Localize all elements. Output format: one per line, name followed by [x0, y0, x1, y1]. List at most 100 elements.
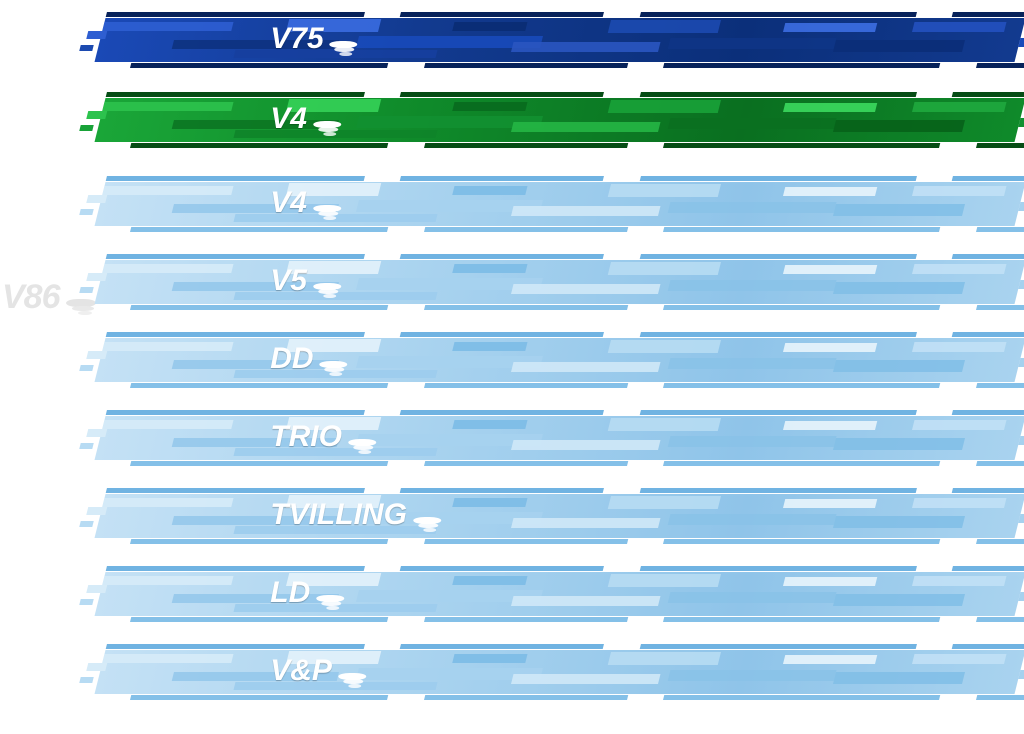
- bar-sliver: [102, 264, 233, 274]
- bet-bar-vp[interactable]: V&P: [93, 644, 1024, 700]
- bet-label-text: V4: [270, 102, 307, 136]
- bet-bar-v4-green[interactable]: V4: [93, 92, 1024, 148]
- bet-bar-v4[interactable]: V4: [93, 176, 1024, 232]
- side-watermark: V86: [2, 278, 104, 317]
- bar-sliver: [608, 574, 722, 587]
- bar-sliver: [668, 358, 836, 369]
- bet-bar-trio[interactable]: TRIO: [93, 410, 1024, 466]
- bar-edge: [400, 644, 604, 649]
- bar-sliver: [511, 42, 661, 52]
- bar-edge: [976, 617, 1024, 622]
- bar-sliver: [912, 22, 1007, 33]
- bet-bar-ld[interactable]: LD: [93, 566, 1024, 622]
- bar-edge: [130, 143, 389, 148]
- bar-outrigger: [79, 365, 94, 371]
- bar-edge: [639, 488, 916, 493]
- bar-outrigger: [79, 287, 94, 293]
- bar-edge: [130, 461, 389, 466]
- bet-label-text: LD: [270, 576, 310, 610]
- bar-outrigger: [79, 45, 94, 51]
- bar-edge: [400, 12, 604, 17]
- bar-edge: [106, 644, 365, 649]
- bar-sliver: [668, 436, 836, 447]
- bar-outrigger: [86, 31, 106, 39]
- bar-sliver: [833, 120, 965, 132]
- bar-sliver: [668, 514, 836, 525]
- bar-edge: [976, 383, 1024, 388]
- bet-bar-dd[interactable]: DD: [93, 332, 1024, 388]
- bar-sliver: [833, 516, 965, 528]
- bar-edge: [400, 410, 604, 415]
- bar-outrigger: [1018, 670, 1024, 679]
- horse-swoosh-icon: [316, 594, 350, 610]
- bar-edge: [663, 63, 940, 68]
- bet-bar-tvilling[interactable]: TVILLING: [93, 488, 1024, 544]
- bar-edge: [976, 695, 1024, 700]
- bar-edge: [976, 227, 1024, 232]
- bar-outrigger: [86, 111, 106, 119]
- bar-edge: [952, 566, 1024, 571]
- bar-edge: [976, 461, 1024, 466]
- horse-swoosh-icon: [320, 360, 354, 376]
- bet-label-ld: LD: [270, 576, 350, 610]
- bet-bar-v75[interactable]: V75: [93, 12, 1024, 68]
- bar-edge: [639, 566, 916, 571]
- bar-edge: [663, 617, 940, 622]
- bar-sliver: [102, 102, 233, 112]
- bet-label-text: V&P: [270, 654, 332, 688]
- bar-sliver: [102, 22, 233, 32]
- bar-sliver: [833, 360, 965, 372]
- bar-edge: [424, 695, 628, 700]
- bar-edge: [106, 176, 365, 181]
- bar-sliver: [452, 264, 528, 273]
- bar-edge: [424, 617, 628, 622]
- bar-outrigger: [1018, 38, 1024, 47]
- bar-edge: [952, 332, 1024, 337]
- bet-label-v75: V75: [270, 22, 363, 56]
- bar-edge: [106, 92, 365, 97]
- bar-outrigger: [79, 209, 94, 215]
- bet-label-text: TRIO: [270, 420, 342, 454]
- bet-label-tvilling: TVILLING: [270, 498, 447, 532]
- bar-sliver: [668, 592, 836, 603]
- bar-sliver: [608, 652, 722, 665]
- bar-edge: [400, 176, 604, 181]
- bar-sliver: [608, 20, 722, 33]
- bar-edge: [952, 12, 1024, 17]
- bar-outrigger: [1018, 358, 1024, 367]
- bet-bar-v5[interactable]: V5: [93, 254, 1024, 310]
- horse-swoosh-icon: [313, 204, 347, 220]
- bar-sliver: [608, 184, 722, 197]
- bar-edge: [400, 332, 604, 337]
- bar-edge: [639, 12, 916, 17]
- bar-edge: [130, 305, 389, 310]
- bar-sliver: [912, 264, 1007, 275]
- bar-sliver: [608, 496, 722, 509]
- bar-sliver: [783, 343, 877, 352]
- bar-edge: [639, 644, 916, 649]
- bar-edge: [400, 254, 604, 259]
- bar-sliver: [452, 22, 528, 31]
- bar-edge: [424, 63, 628, 68]
- bar-sliver: [452, 420, 528, 429]
- bar-sliver: [668, 118, 836, 129]
- bar-sliver: [511, 206, 661, 216]
- bar-edge: [639, 410, 916, 415]
- bar-sliver: [102, 420, 233, 430]
- bar-edge: [400, 92, 604, 97]
- bar-outrigger: [79, 443, 94, 449]
- bet-label-v5: V5: [270, 264, 347, 298]
- bar-edge: [130, 617, 389, 622]
- bar-sliver: [608, 418, 722, 431]
- bar-sliver: [668, 202, 836, 213]
- bar-outrigger: [1018, 202, 1024, 211]
- bar-edge: [976, 63, 1024, 68]
- bet-label-vp: V&P: [270, 654, 372, 688]
- bar-sliver: [102, 654, 233, 664]
- bar-sliver: [102, 186, 233, 196]
- bar-sliver: [452, 342, 528, 351]
- bar-edge: [130, 63, 389, 68]
- bar-edge: [952, 254, 1024, 259]
- bar-edge: [106, 254, 365, 259]
- side-watermark-text: V86: [2, 278, 60, 317]
